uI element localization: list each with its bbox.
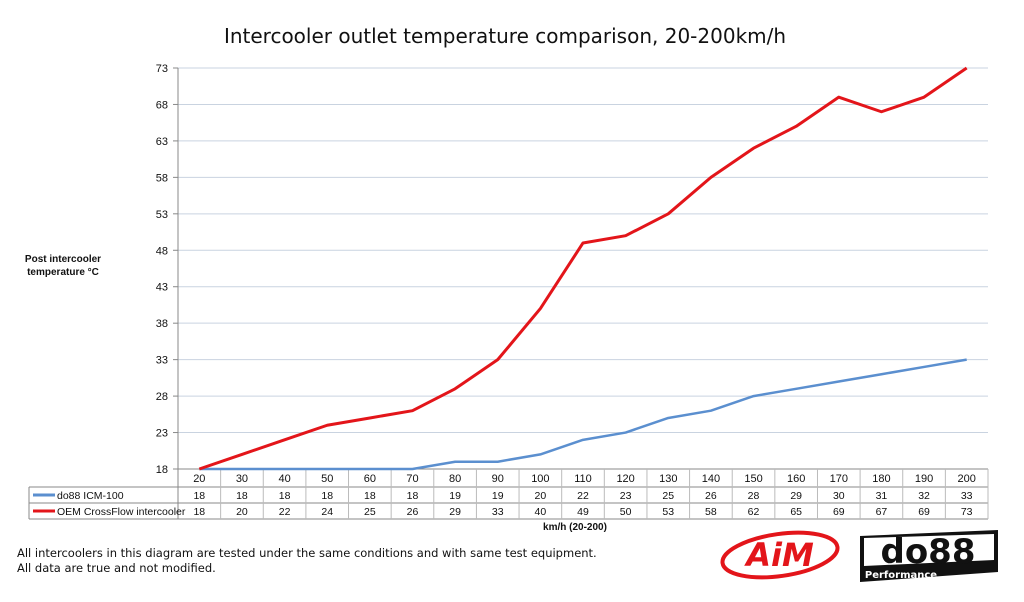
- table-cell: 33: [492, 506, 504, 518]
- aim-logo: AiM: [720, 530, 840, 580]
- table-cell: 20: [535, 490, 547, 502]
- y-tick-label: 18: [156, 464, 168, 476]
- table-cell: 23: [620, 490, 632, 502]
- x-tick-label: 170: [830, 473, 848, 485]
- x-tick-label: 20: [193, 473, 205, 485]
- x-tick-label: 50: [321, 473, 333, 485]
- table-cell: 67: [876, 506, 888, 518]
- table-cell: 69: [833, 506, 845, 518]
- table-cell: 18: [193, 506, 205, 518]
- y-tick-label: 53: [156, 209, 168, 221]
- footnote: All intercoolers in this diagram are tes…: [17, 546, 597, 575]
- table-cell: 69: [918, 506, 930, 518]
- table-cell: 30: [833, 490, 845, 502]
- table-cell: 33: [961, 490, 973, 502]
- x-tick-label: 90: [492, 473, 504, 485]
- table-cell: 50: [620, 506, 632, 518]
- x-tick-label: 30: [236, 473, 248, 485]
- table-cell: 25: [662, 490, 674, 502]
- table-cell: 28: [748, 490, 760, 502]
- table-cell: 18: [236, 490, 248, 502]
- table-cell: 18: [407, 490, 419, 502]
- x-tick-label: 100: [531, 473, 549, 485]
- table-cell: 26: [705, 490, 717, 502]
- table-cell: 29: [449, 506, 461, 518]
- table-cell: 22: [279, 506, 291, 518]
- table-cell: 32: [918, 490, 930, 502]
- svg-text:Performance: Performance: [865, 570, 937, 581]
- table-cell: 53: [662, 506, 674, 518]
- y-axis-label: Post intercooler temperature °C: [24, 254, 102, 278]
- y-tick-label: 38: [156, 318, 168, 330]
- y-tick-label: 73: [156, 63, 168, 75]
- chart-title: Intercooler outlet temperature compariso…: [223, 24, 787, 48]
- do88-logo: do88 Performance: [860, 530, 998, 582]
- table-cell: 58: [705, 506, 717, 518]
- y-tick-label: 63: [156, 136, 168, 148]
- y-tick-label: 28: [156, 391, 168, 403]
- legend-label: do88 ICM-100: [57, 490, 124, 502]
- table-cell: 24: [321, 506, 333, 518]
- x-tick-label: 190: [915, 473, 933, 485]
- table-cell: 65: [790, 506, 802, 518]
- x-tick-label: 180: [872, 473, 890, 485]
- y-tick-label: 58: [156, 172, 168, 184]
- x-tick-label: 160: [787, 473, 805, 485]
- y-tick-label: 23: [156, 428, 168, 440]
- y-tick-label: 48: [156, 245, 168, 257]
- table-cell: 20: [236, 506, 248, 518]
- x-tick-label: 150: [744, 473, 762, 485]
- legend-label: OEM CrossFlow intercooler: [57, 506, 186, 518]
- table-cell: 31: [876, 490, 888, 502]
- y-tick-label: 43: [156, 282, 168, 294]
- table-cell: 73: [961, 506, 973, 518]
- table-cell: 19: [492, 490, 504, 502]
- table-cell: 18: [193, 490, 205, 502]
- x-tick-label: 110: [574, 473, 592, 485]
- table-cell: 18: [279, 490, 291, 502]
- table-cell: 22: [577, 490, 589, 502]
- table-cell: 49: [577, 506, 589, 518]
- footnote-line-2: All data are true and not modified.: [17, 560, 216, 575]
- svg-text:AiM: AiM: [743, 536, 814, 574]
- table-cell: 29: [790, 490, 802, 502]
- table-cell: 62: [748, 506, 760, 518]
- svg-text:do88: do88: [880, 532, 975, 572]
- table-cell: 19: [449, 490, 461, 502]
- y-tick-label: 68: [156, 99, 168, 111]
- x-tick-label: 130: [659, 473, 677, 485]
- x-tick-label: 40: [278, 473, 290, 485]
- table-cell: 25: [364, 506, 376, 518]
- x-tick-label: 60: [364, 473, 376, 485]
- footnote-line-1: All intercoolers in this diagram are tes…: [17, 546, 597, 560]
- x-tick-label: 70: [406, 473, 418, 485]
- x-tick-label: 200: [958, 473, 976, 485]
- y-tick-label: 33: [156, 355, 168, 367]
- table-cell: 18: [321, 490, 333, 502]
- table-cell: 18: [364, 490, 376, 502]
- x-tick-label: 80: [449, 473, 461, 485]
- x-tick-label: 140: [702, 473, 720, 485]
- x-tick-label: 120: [616, 473, 634, 485]
- series-line-do88: [199, 358, 967, 471]
- table-cell: 40: [535, 506, 547, 518]
- table-cell: 26: [407, 506, 419, 518]
- series-line-oem: [198, 66, 968, 471]
- x-axis-label: km/h (20-200): [543, 522, 607, 533]
